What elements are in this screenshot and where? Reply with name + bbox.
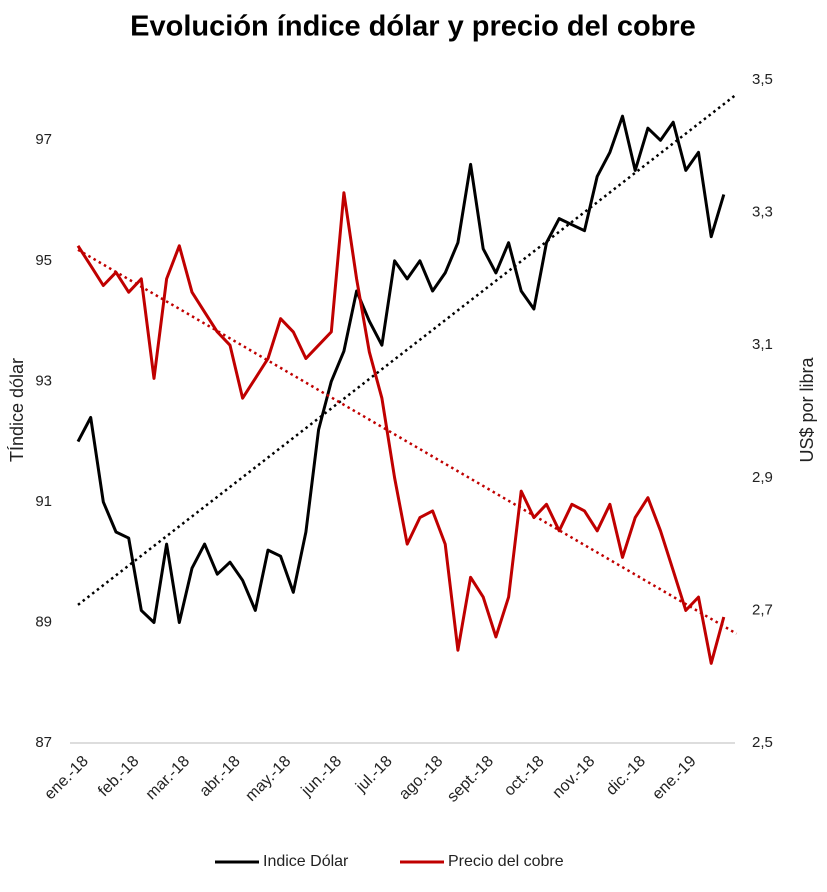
- y-axis-title: TÍndice dólar: [7, 358, 27, 462]
- x-tick-label: abr.-18: [197, 753, 244, 800]
- y2-tick-label: 2,5: [752, 734, 773, 751]
- x-tick-label: sept.-18: [444, 753, 497, 806]
- y-tick-label: 93: [35, 372, 52, 389]
- x-tick-label: ene.-18: [41, 753, 91, 803]
- x-tick-label: nov.-18: [549, 753, 598, 802]
- legend-label: Indice Dólar: [263, 853, 349, 870]
- trendline: [77, 93, 738, 606]
- x-tick-label: ago.-18: [396, 753, 446, 803]
- y-tick-label: 97: [35, 131, 52, 148]
- x-tick-label: dic.-18: [603, 753, 649, 799]
- chart-title: Evolución índice dólar y precio del cobr…: [130, 11, 696, 43]
- line-series: [76, 191, 726, 665]
- y2-tick-label: 3,3: [752, 204, 773, 221]
- y2-tick-label: 3,1: [752, 336, 773, 353]
- y-tick-label: 87: [35, 734, 52, 751]
- y2-tick-label: 2,7: [752, 601, 773, 618]
- line-series: [76, 114, 726, 624]
- y2-tick-label: 2,9: [752, 469, 773, 486]
- y-tick-label: 95: [35, 252, 52, 269]
- x-tick-label: ene.-19: [649, 753, 699, 803]
- legend-label: Precio del cobre: [448, 853, 564, 870]
- x-tick-label: mar.-18: [143, 753, 193, 803]
- y-tick-label: 89: [35, 613, 52, 630]
- x-tick-label: oct.-18: [501, 753, 548, 800]
- y2-tick-label: 3,5: [752, 71, 773, 88]
- x-tick-label: feb.-18: [95, 753, 142, 800]
- y-tick-label: 91: [35, 493, 52, 510]
- x-tick-label: may.-18: [242, 753, 294, 805]
- trendline: [77, 248, 738, 635]
- x-tick-label: jun.-18: [298, 753, 345, 800]
- x-tick-label: jul.-18: [352, 753, 396, 797]
- y2-axis-title: US$ por libra: [797, 356, 817, 462]
